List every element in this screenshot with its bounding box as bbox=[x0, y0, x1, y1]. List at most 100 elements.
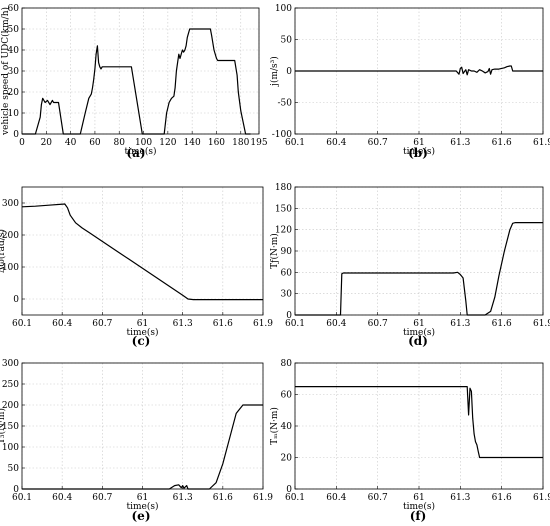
panel-a-x-tick-label: 20 bbox=[41, 138, 53, 148]
panel-c-x-tick-label: 61.9 bbox=[253, 319, 273, 329]
panel-f-y-tick-label: 60 bbox=[281, 391, 293, 401]
panel-a-x-tick-label: 195 bbox=[250, 138, 267, 148]
panel-e-y-axis-label: T₃(N·m) bbox=[0, 408, 7, 444]
panel-b-series-line bbox=[295, 65, 543, 76]
chart-panel-a: 0 20 40 60 80 100 120 140 160 180 195 0 10 20 30 40 50 60… bbox=[0, 4, 268, 160]
panel-c-y-tick-label: 200 bbox=[2, 231, 19, 241]
panel-f-x-axis-label: time(s) bbox=[403, 501, 435, 512]
panel-d-x-tick-label: 60.1 bbox=[285, 319, 305, 329]
panel-c-panel-label: (c) bbox=[132, 334, 151, 348]
panel-b-x-tick-label: 60.7 bbox=[368, 138, 388, 148]
panel-b-y-axis-label: j(m/s³) bbox=[269, 56, 280, 87]
panel-b-x-axis-label: time(s) bbox=[403, 146, 435, 157]
chart-panel-c: 60.1 60.4 60.7 61 61.3 61.6 61.9 0 100 200 300 time… bbox=[0, 186, 273, 348]
chart-panel-b: 60.1 60.4 60.7 61 61.3 61.6 61.9 -100 -50 0 50 100 t… bbox=[269, 4, 550, 160]
panel-a-x-tick-label: 40 bbox=[65, 138, 77, 148]
panel-a-y-tick-label: 50 bbox=[8, 25, 20, 35]
panel-e-x-tick-label: 61.6 bbox=[213, 493, 233, 503]
panel-e-x-axis-label: time(s) bbox=[127, 501, 159, 512]
panel-b-x-tick-label: 61 bbox=[413, 138, 424, 148]
panel-b-x-tick-label: 61.3 bbox=[450, 138, 470, 148]
panel-f-x-tick-label: 61.3 bbox=[450, 493, 470, 503]
panel-a-x-tick-label: 180 bbox=[232, 138, 249, 148]
panel-b-x-tick-label: 61.6 bbox=[492, 138, 512, 148]
panel-d-y-tick-label: 180 bbox=[275, 183, 292, 193]
panel-c-y-tick-label: 300 bbox=[2, 199, 19, 209]
panel-c-x-tick-label: 61.6 bbox=[213, 319, 233, 329]
panel-f-x-tick-label: 61 bbox=[413, 493, 424, 503]
panel-e-x-tick-label: 61 bbox=[137, 493, 148, 503]
panel-d-x-tick-label: 60.4 bbox=[326, 319, 346, 329]
panel-e-x-tick-label: 61.9 bbox=[253, 493, 273, 503]
panel-f-panel-label: (f) bbox=[410, 509, 427, 523]
panel-e-y-tick-label: 250 bbox=[2, 380, 19, 390]
panel-a-y-tick-label: 30 bbox=[8, 67, 20, 77]
panel-e-x-tick-label: 60.1 bbox=[12, 493, 32, 503]
panel-c-y-axis-label: Δω(rad/s) bbox=[0, 229, 7, 273]
chart-panel-e: 60.1 60.4 60.7 61 61.3 61.6 61.9 0 50 100 150 200 25… bbox=[0, 359, 273, 523]
panel-c-y-tick-label: 100 bbox=[2, 263, 19, 273]
panel-a-x-tick-label: 60 bbox=[89, 138, 101, 148]
panel-f-x-tick-label: 60.7 bbox=[368, 493, 388, 503]
chart-panel-d: 60.1 60.4 60.7 61 61.3 61.6 61.9 0 30 60 90 120 150 1… bbox=[269, 183, 550, 348]
panel-a-y-tick-label: 60 bbox=[8, 4, 20, 14]
panel-b-y-tick-label: 100 bbox=[275, 4, 292, 14]
panel-c-x-tick-label: 60.4 bbox=[52, 319, 72, 329]
panel-b-x-tick-label: 60.4 bbox=[326, 138, 346, 148]
panel-f-y-tick-label: 0 bbox=[286, 485, 292, 495]
panel-d-x-axis-label: time(s) bbox=[403, 327, 435, 338]
panel-a-x-tick-label: 80 bbox=[114, 138, 126, 148]
panel-b-x-tick-label: 61.9 bbox=[533, 138, 550, 148]
panel-e-y-tick-label: 200 bbox=[2, 401, 19, 411]
chart-panel-f: 60.1 60.4 60.7 61 61.3 61.6 61.9 0 20 40 60 80 time(… bbox=[269, 359, 550, 523]
panel-a-x-tick-label: 140 bbox=[184, 138, 201, 148]
panel-f-x-tick-label: 61.9 bbox=[533, 493, 550, 503]
panel-a-x-tick-label: 160 bbox=[208, 138, 225, 148]
panel-b-panel-label: (b) bbox=[408, 146, 428, 160]
panel-f-x-tick-label: 61.6 bbox=[492, 493, 512, 503]
panel-e-panel-label: (e) bbox=[132, 509, 151, 523]
panel-d-x-tick-label: 61 bbox=[413, 319, 424, 329]
panel-f-y-tick-label: 20 bbox=[281, 454, 293, 464]
panel-d-y-tick-label: 150 bbox=[275, 204, 292, 214]
panel-c-y-tick-label: 0 bbox=[13, 295, 19, 305]
panel-d-y-tick-label: 60 bbox=[281, 268, 293, 278]
panel-d-y-tick-label: 0 bbox=[286, 311, 292, 321]
panel-f-x-tick-label: 60.1 bbox=[285, 493, 305, 503]
panel-d-x-tick-label: 60.7 bbox=[368, 319, 388, 329]
panel-a-x-tick-label: 120 bbox=[159, 138, 176, 148]
panel-a-y-tick-label: 20 bbox=[8, 88, 20, 98]
panel-c-x-tick-label: 61 bbox=[137, 319, 148, 329]
panel-f-x-tick-label: 60.4 bbox=[326, 493, 346, 503]
panel-e-x-tick-label: 61.3 bbox=[173, 493, 193, 503]
panel-b-y-tick-label: -100 bbox=[272, 130, 292, 140]
panel-a-panel-label: (a) bbox=[126, 146, 145, 160]
panel-a-series-line bbox=[22, 28, 251, 135]
panel-a-y-tick-label: 0 bbox=[13, 130, 19, 140]
panel-e-y-tick-label: 0 bbox=[13, 485, 19, 495]
panel-b-y-tick-label: -50 bbox=[278, 99, 293, 109]
panel-c-series-line bbox=[21, 203, 263, 301]
panel-c-x-axis-label: time(s) bbox=[127, 327, 159, 338]
panel-f-series-line bbox=[295, 386, 543, 459]
panel-e-y-tick-label: 100 bbox=[2, 443, 19, 453]
panel-d-x-tick-label: 61.3 bbox=[450, 319, 470, 329]
panel-d-y-axis-label: Tƒ(N·m) bbox=[269, 233, 280, 269]
panel-f-y-tick-label: 40 bbox=[281, 422, 293, 432]
panel-d-series-line bbox=[295, 222, 543, 316]
panel-c-x-tick-label: 60.1 bbox=[12, 319, 32, 329]
panel-d-y-tick-label: 90 bbox=[281, 247, 293, 257]
panel-f-y-tick-label: 80 bbox=[281, 359, 293, 369]
panel-d-y-tick-label: 120 bbox=[275, 226, 292, 236]
panel-e-y-tick-label: 150 bbox=[2, 422, 19, 432]
panel-f-y-axis-label: Tₘ(N·m) bbox=[269, 407, 280, 445]
panel-c-x-tick-label: 60.7 bbox=[92, 319, 112, 329]
panel-e-y-tick-label: 50 bbox=[8, 464, 20, 474]
panel-e-series-line bbox=[22, 404, 263, 490]
panel-b-y-tick-label: 0 bbox=[286, 67, 292, 77]
panel-a-y-axis-label: vehicle speed of UDC(km/h) bbox=[0, 7, 11, 136]
panel-e-x-tick-label: 60.4 bbox=[52, 493, 72, 503]
panel-b-y-tick-label: 50 bbox=[281, 36, 293, 46]
panel-d-panel-label: (d) bbox=[408, 334, 428, 348]
